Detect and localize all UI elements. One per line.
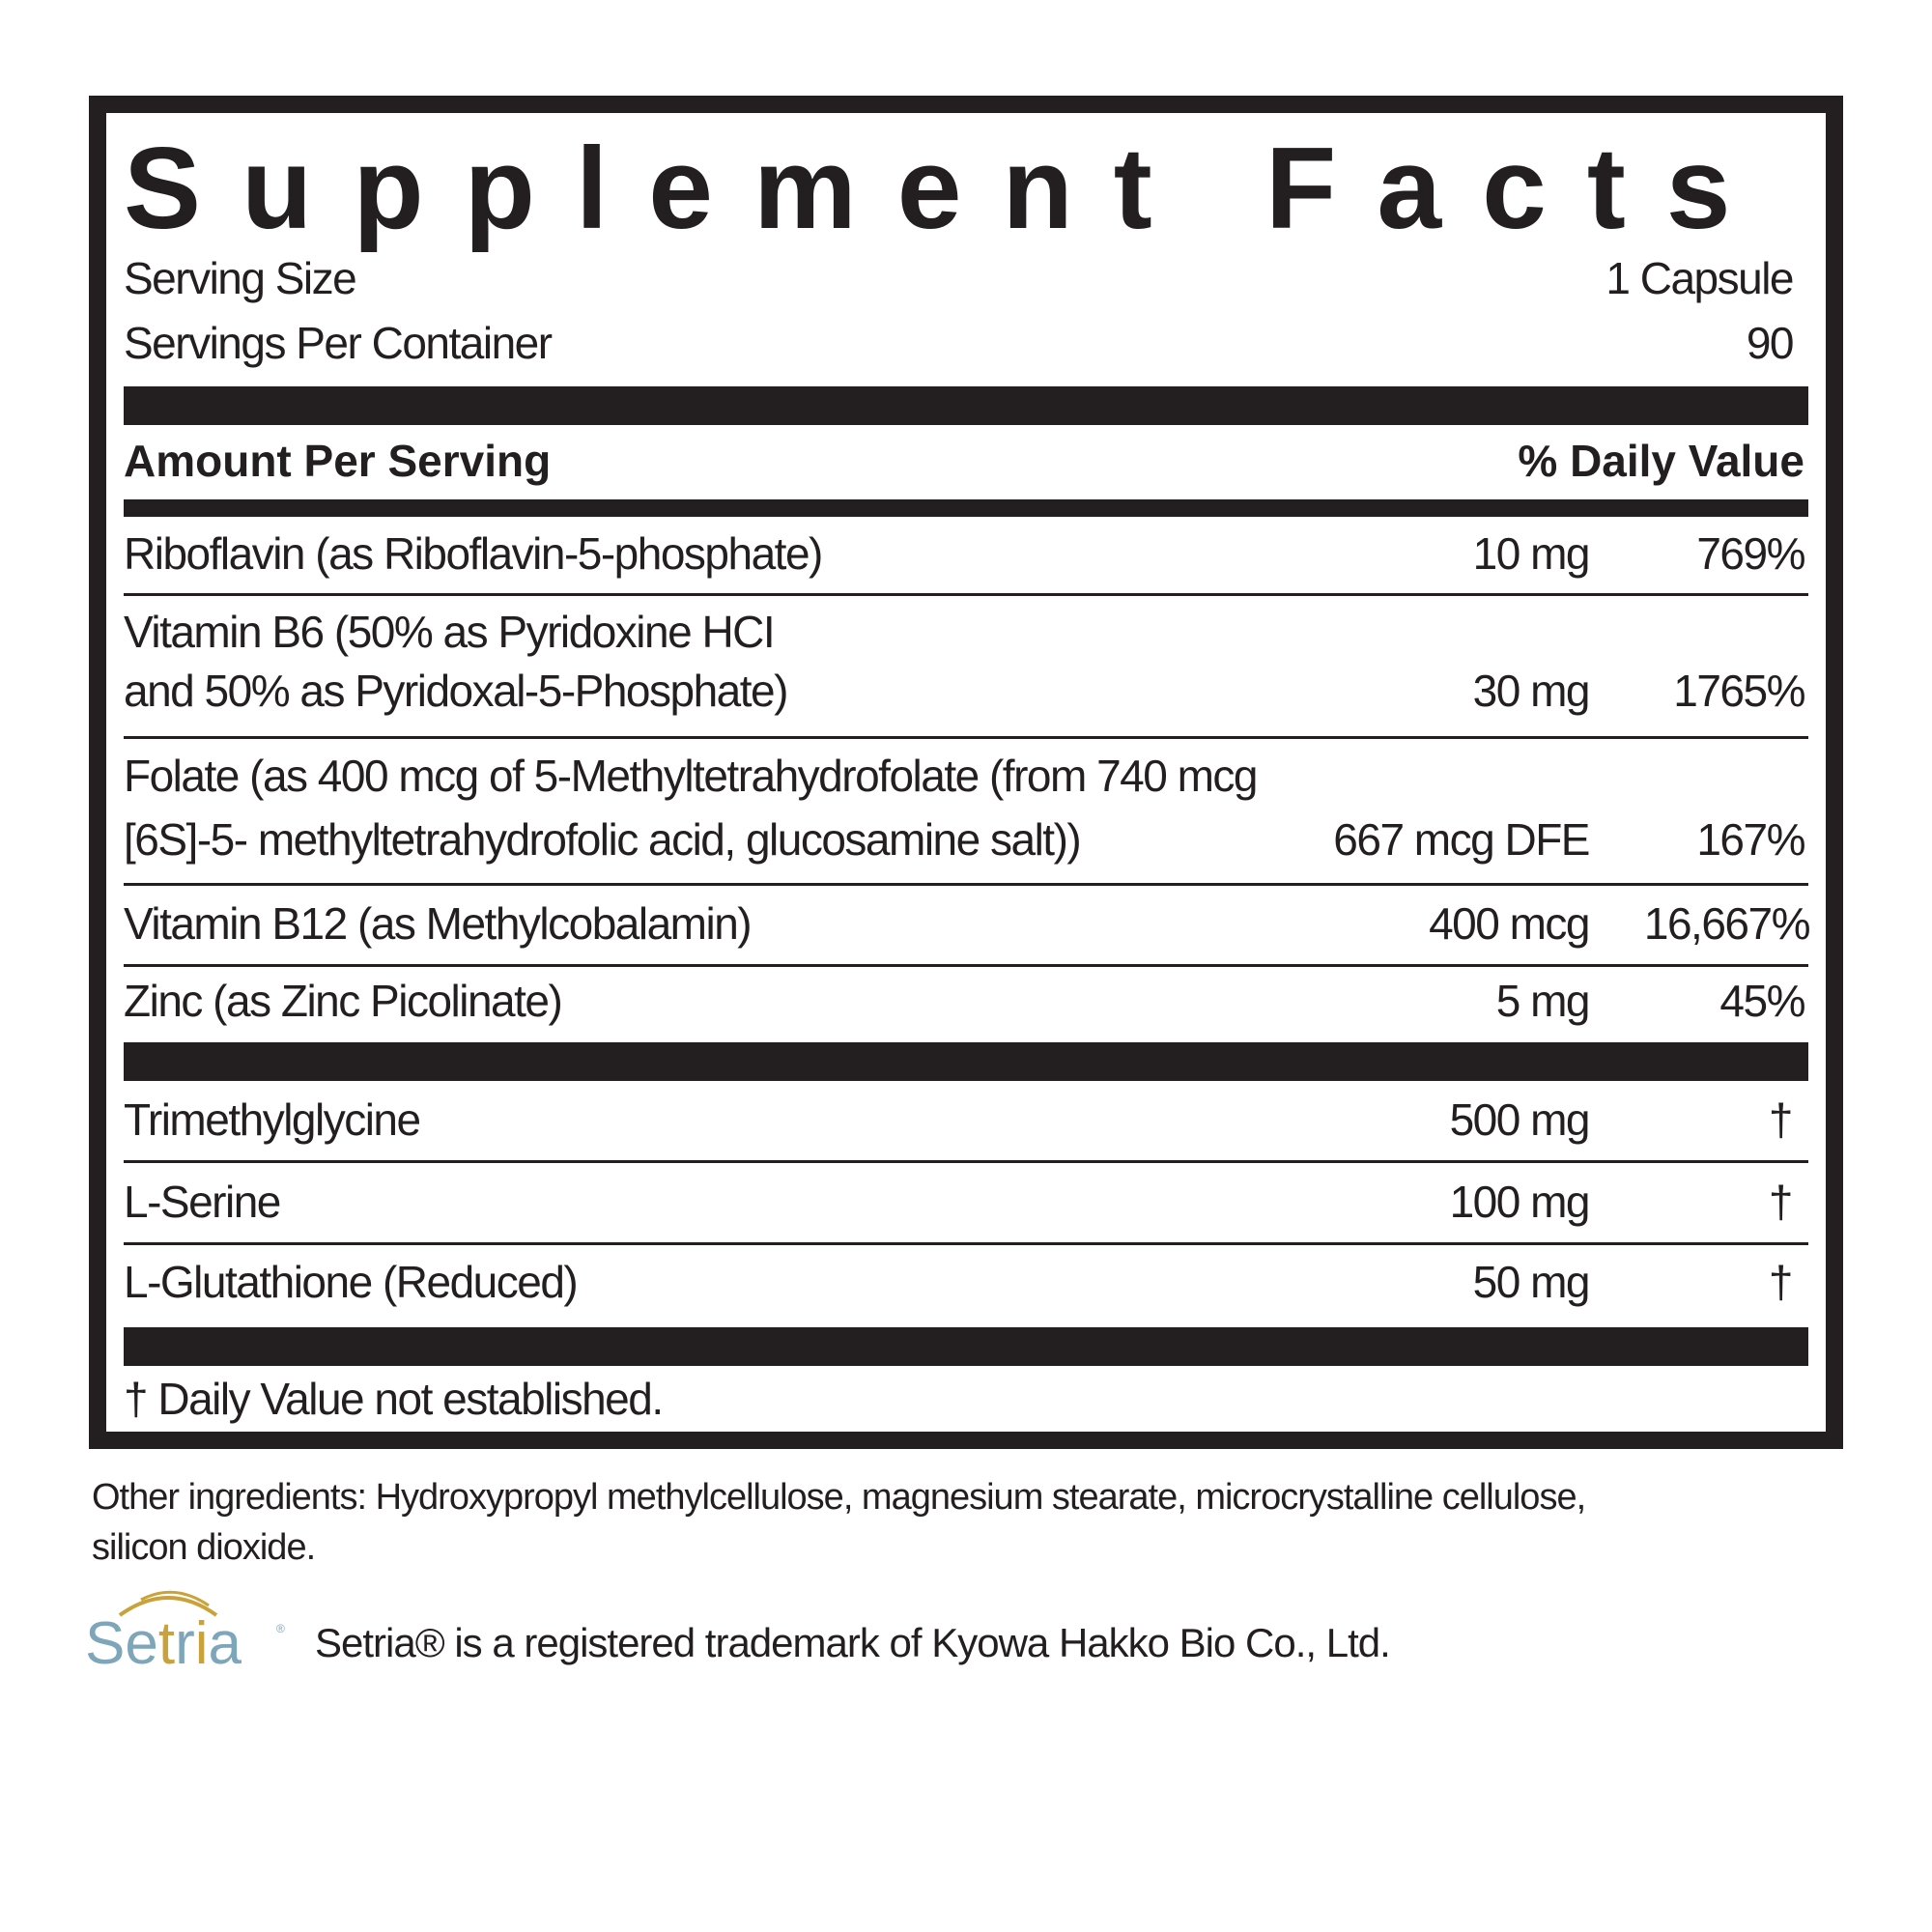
nutrient-name: Folate (as 400 mcg of 5-Methyltetrahydro… — [124, 751, 1259, 801]
thick-divider — [124, 1042, 1808, 1081]
footnote: † Daily Value not established. — [124, 1374, 664, 1424]
other-ingredients-line1: Other ingredients: Hydroxypropyl methylc… — [92, 1477, 1586, 1518]
thick-divider — [124, 386, 1808, 425]
daily-value-header: % Daily Value — [1518, 436, 1804, 486]
nutrient-amount: 400 mcg — [1429, 898, 1590, 949]
nutrient-dv: 167% — [1696, 814, 1805, 865]
ingredient-name: L-Serine — [124, 1177, 281, 1227]
nutrient-name: Riboflavin (as Riboflavin-5-phosphate) — [124, 528, 823, 579]
ingredient-amount: 50 mg — [1472, 1257, 1591, 1307]
row-divider — [124, 1242, 1808, 1245]
logo-text: Setria — [85, 1610, 242, 1676]
row-divider — [124, 883, 1808, 886]
serving-size-value: 1 Capsule — [1605, 253, 1794, 303]
amount-per-serving-header: Amount Per Serving — [124, 436, 552, 486]
setria-logo: Setria ® — [85, 1590, 285, 1676]
trademark-notice: Setria® is a registered trademark of Kyo… — [315, 1620, 1391, 1665]
nutrient-dv: 45% — [1719, 976, 1805, 1026]
nutrient-amount: 10 mg — [1472, 528, 1591, 579]
nutrient-name: Vitamin B6 (50% as Pyridoxine HCI — [124, 607, 776, 657]
thick-divider — [124, 1327, 1808, 1366]
nutrient-name: Zinc (as Zinc Picolinate) — [124, 976, 563, 1026]
row-divider — [124, 736, 1808, 739]
ingredient-name: Trimethylglycine — [124, 1094, 421, 1145]
nutrient-dv: 1765% — [1673, 666, 1805, 716]
other-ingredients-line2: silicon dioxide. — [92, 1527, 316, 1568]
row-divider — [124, 1160, 1808, 1163]
row-divider — [124, 964, 1808, 967]
ingredient-amount: 500 mg — [1449, 1094, 1591, 1145]
ingredient-name: L-Glutathione (Reduced) — [124, 1257, 579, 1307]
logo-arc-icon — [118, 1596, 218, 1617]
ingredient-amount: 100 mg — [1449, 1177, 1591, 1227]
dagger-mark: † — [1768, 1094, 1794, 1145]
dagger-mark: † — [1768, 1257, 1794, 1307]
supplement-facts-panel — [89, 96, 1843, 1449]
nutrient-amount: 5 mg — [1495, 976, 1591, 1026]
dagger-mark: † — [1768, 1177, 1794, 1227]
nutrient-amount: 667 mcg DFE — [1333, 814, 1590, 865]
logo-arc-icon — [140, 1590, 210, 1607]
panel-title: Supplement Facts — [124, 124, 1772, 253]
nutrient-dv: 16,667% — [1643, 898, 1811, 949]
nutrient-amount: 30 mg — [1472, 666, 1591, 716]
serving-size-label: Serving Size — [124, 253, 357, 303]
nutrient-name: Vitamin B12 (as Methylcobalamin) — [124, 898, 753, 949]
row-divider — [124, 593, 1808, 596]
servings-per-container-value: 90 — [1746, 318, 1795, 368]
servings-per-container-label: Servings Per Container — [124, 318, 553, 368]
nutrient-name-line2: and 50% as Pyridoxal-5-Phosphate) — [124, 666, 788, 716]
svg-text:®: ® — [276, 1622, 285, 1635]
medium-divider — [124, 499, 1808, 517]
nutrient-name-line2: [6S]-5- methyltetrahydrofolic acid, gluc… — [124, 814, 1082, 865]
nutrient-dv: 769% — [1696, 528, 1805, 579]
